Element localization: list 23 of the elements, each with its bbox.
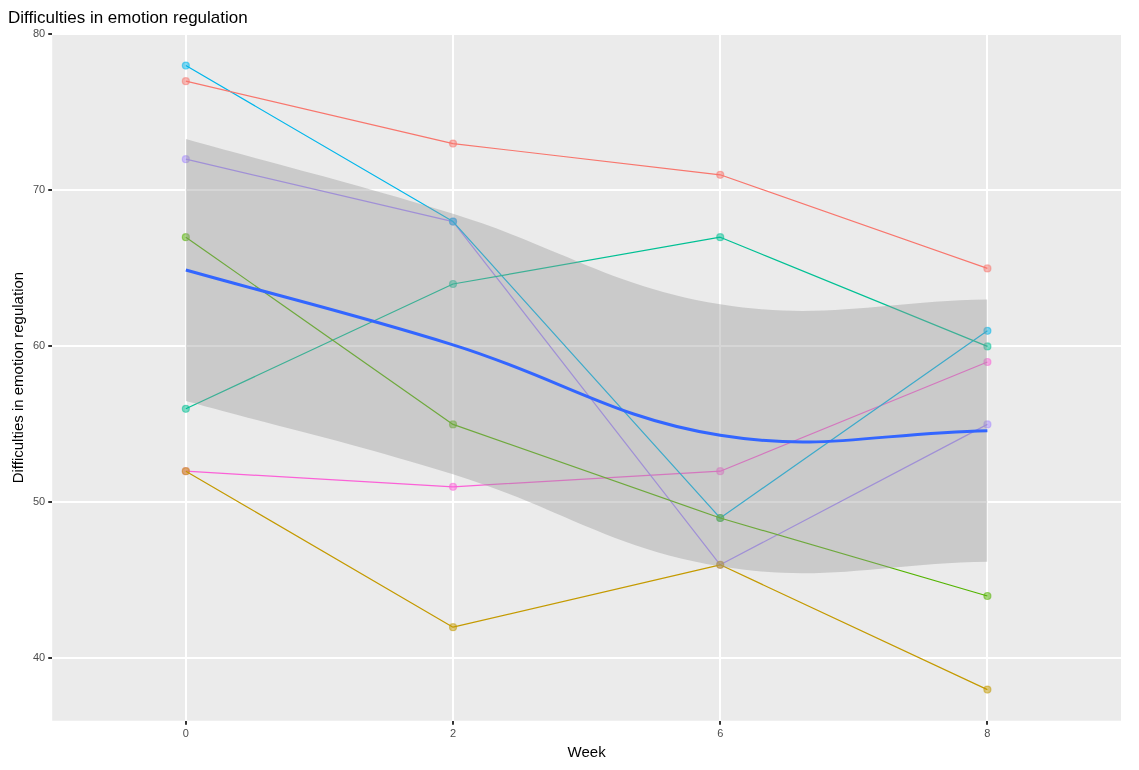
point xyxy=(716,233,725,242)
y-tick-label: 70 xyxy=(32,183,46,196)
y-axis-title: Difficulties in emotion regulation xyxy=(9,271,27,484)
x-tick-label: 6 xyxy=(717,727,724,740)
x-axis-title: Week xyxy=(567,743,607,761)
x-tick-label: 2 xyxy=(449,727,457,740)
y-tick-label: 50 xyxy=(32,495,46,508)
chart-title: Difficulties in emotion regulation xyxy=(8,7,248,27)
y-tick-label: 40 xyxy=(32,651,46,664)
point xyxy=(448,482,458,491)
point xyxy=(448,623,458,632)
x-tick-label: 8 xyxy=(984,727,991,740)
point xyxy=(983,685,992,694)
y-tick-label: 60 xyxy=(32,339,46,352)
point xyxy=(181,404,190,413)
point xyxy=(181,77,190,86)
point xyxy=(448,139,458,148)
y-tick-label: 80 xyxy=(32,27,46,40)
point xyxy=(716,170,725,179)
point xyxy=(983,264,992,273)
point xyxy=(983,591,992,601)
point xyxy=(181,61,190,70)
x-tick-label: 0 xyxy=(182,727,189,740)
